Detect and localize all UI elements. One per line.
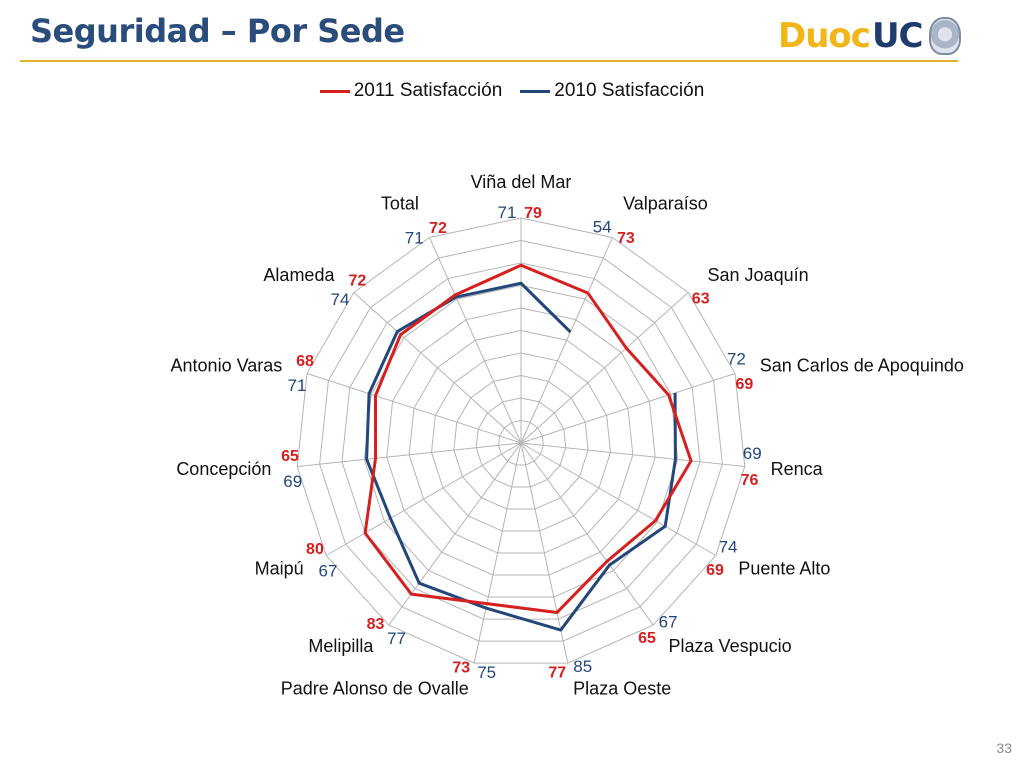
legend-swatch-2010 xyxy=(520,89,551,93)
grid-ring xyxy=(296,217,746,664)
value-label-2010: 71 xyxy=(498,203,517,222)
series-line-2011 xyxy=(363,263,693,614)
value-label-2011: 63 xyxy=(692,290,710,307)
legend-item-2011: 2011 Satisfacción xyxy=(319,80,503,102)
category-label: Maipú xyxy=(255,559,304,579)
legend-swatch-2011 xyxy=(319,89,350,93)
category-label: Padre Alonso de Ovalle xyxy=(281,679,469,699)
grid-spoke xyxy=(473,442,522,664)
category-label: Concepción xyxy=(176,459,271,479)
grid-spoke xyxy=(306,372,522,444)
value-label-2011: 73 xyxy=(452,659,470,676)
grid-ring xyxy=(430,352,612,532)
value-label-2011: 65 xyxy=(638,630,656,647)
value-label-2010: 71 xyxy=(288,376,307,395)
value-label-2010: 74 xyxy=(331,290,350,309)
grid-ring xyxy=(408,329,634,554)
grid-ring xyxy=(386,307,656,576)
value-label-2010: 69 xyxy=(743,444,762,463)
category-label: Renca xyxy=(771,459,824,479)
value-label-2011: 65 xyxy=(281,448,299,465)
category-label: Antonio Varas xyxy=(171,355,283,375)
grid-spoke xyxy=(520,442,569,664)
title-rule xyxy=(20,60,958,62)
value-label-2011: 72 xyxy=(348,273,366,290)
category-label: Puente Alto xyxy=(738,559,830,579)
grid-spoke xyxy=(353,292,522,444)
value-label-2010: 71 xyxy=(405,229,424,248)
grid-ring xyxy=(453,374,589,510)
category-label: Valparaíso xyxy=(623,194,708,214)
grid-spoke xyxy=(520,442,654,626)
value-label-2010: 67 xyxy=(318,562,337,581)
value-label-2011: 80 xyxy=(306,541,324,558)
value-label-2011: 73 xyxy=(617,230,635,247)
grid-ring xyxy=(475,397,567,488)
category-label: Alameda xyxy=(263,265,335,285)
category-label: Melipilla xyxy=(308,636,374,656)
logo-duoc-text: Duoc xyxy=(778,16,871,56)
grid-spoke xyxy=(520,442,745,468)
value-label-2010: 85 xyxy=(573,657,592,676)
value-label-2011: 76 xyxy=(741,472,759,489)
grid-spoke xyxy=(520,372,736,444)
logo-uc-text: UC xyxy=(871,16,924,56)
category-label: San Joaquín xyxy=(708,265,809,285)
slide-title: Seguridad – Por Sede xyxy=(30,12,405,50)
value-label-2011: 68 xyxy=(296,353,314,370)
category-label: Plaza Oeste xyxy=(573,679,671,699)
grid-ring xyxy=(498,419,544,466)
value-label-2011: 77 xyxy=(548,664,566,681)
grid-spoke xyxy=(520,237,613,444)
grid-spoke xyxy=(520,442,717,556)
legend-label-2010: 2010 Satisfacción xyxy=(554,80,705,101)
value-label-2010: 75 xyxy=(477,663,496,682)
category-label: Viña del Mar xyxy=(471,172,572,192)
value-label-2010: 74 xyxy=(719,537,738,556)
value-label-2010: 67 xyxy=(659,613,678,632)
value-label-2010: 72 xyxy=(727,349,746,368)
value-label-2010: 69 xyxy=(283,472,302,491)
legend-item-2010: 2010 Satisfacción xyxy=(520,80,704,102)
grid-spoke xyxy=(325,442,522,556)
value-label-2011: 69 xyxy=(736,376,754,393)
value-label-2011: 72 xyxy=(429,220,447,237)
university-seal-icon xyxy=(928,17,961,55)
value-label-2010: 54 xyxy=(593,217,612,236)
grid-ring xyxy=(319,239,723,642)
value-label-2011: 79 xyxy=(524,205,542,222)
grid-spoke xyxy=(429,237,522,444)
category-label: Total xyxy=(381,194,419,214)
value-label-2011: 83 xyxy=(367,616,385,633)
value-label-2010: 77 xyxy=(387,629,406,648)
legend-label-2011: 2011 Satisfacción xyxy=(353,80,503,101)
value-label-2011: 69 xyxy=(706,562,724,579)
page-number: 33 xyxy=(996,740,1012,756)
category-label: San Carlos de Apoquindo xyxy=(760,355,964,375)
grid-spoke xyxy=(520,292,689,444)
grid-spoke xyxy=(297,442,522,468)
duoc-uc-logo: Duoc UC xyxy=(778,14,961,58)
category-label: Plaza Vespucio xyxy=(669,636,792,656)
chart-legend: 2011 Satisfacción 2010 Satisfacción xyxy=(0,80,1024,102)
